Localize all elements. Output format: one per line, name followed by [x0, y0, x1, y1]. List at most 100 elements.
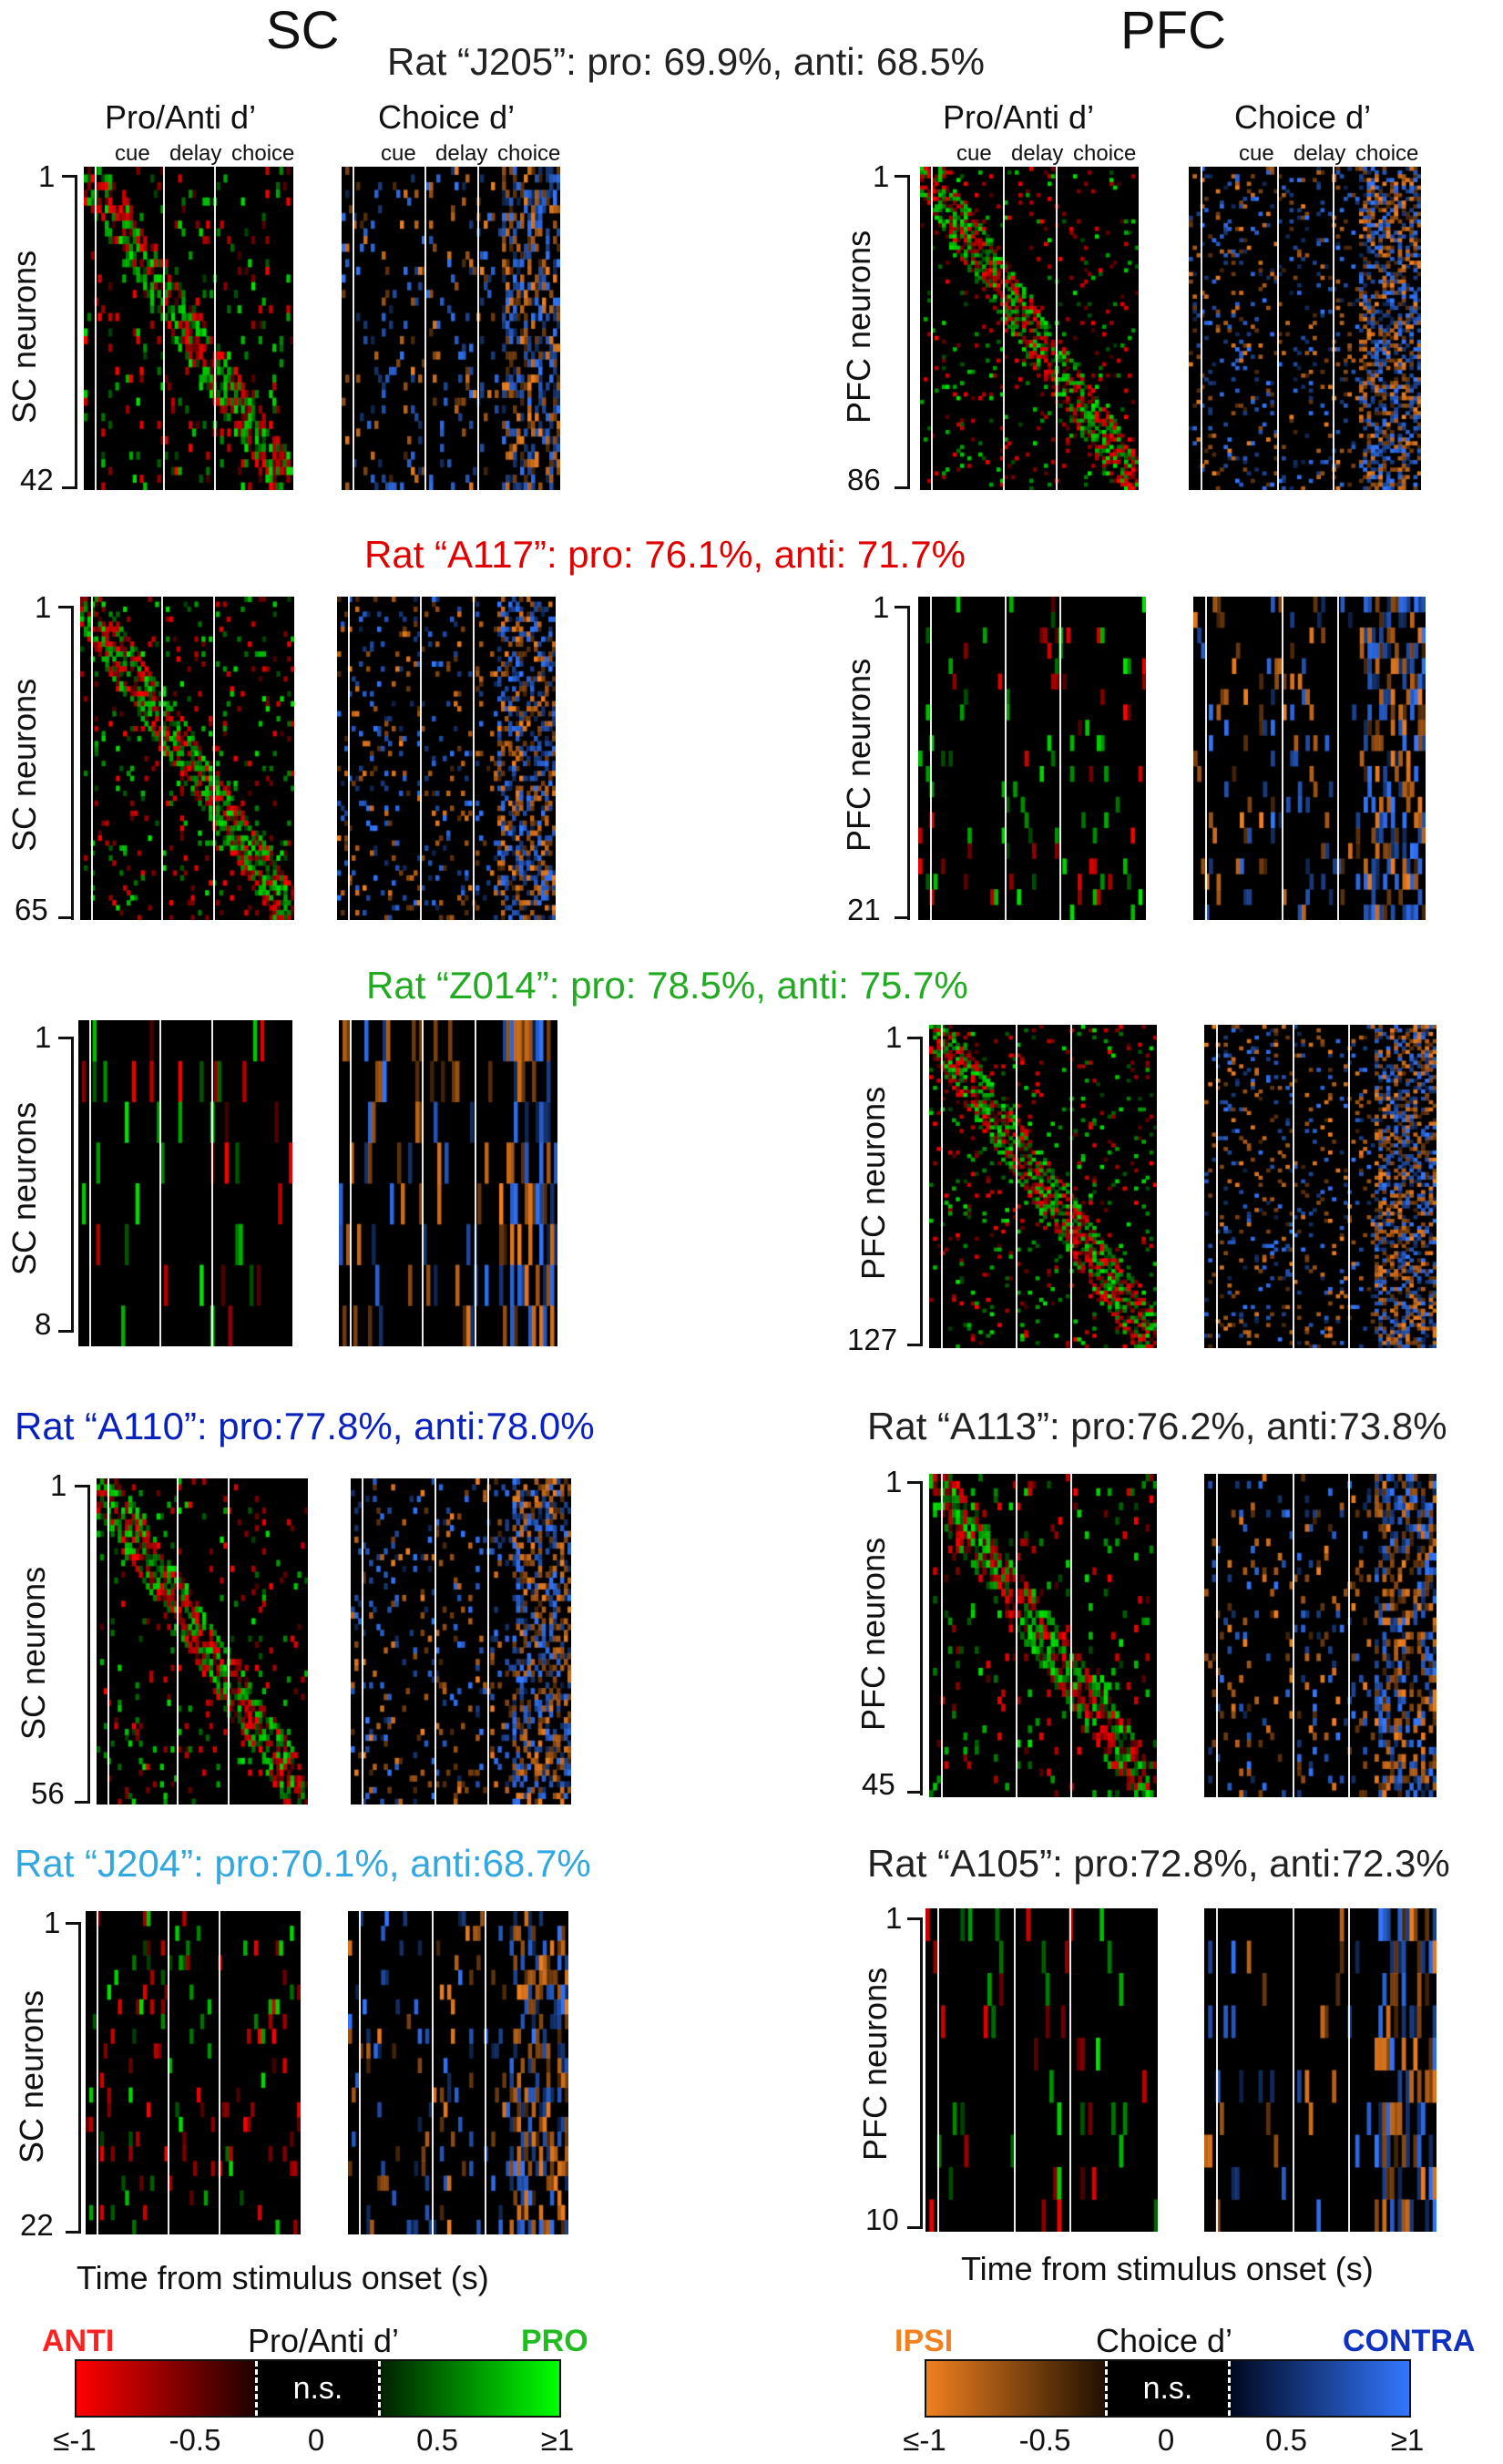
epoch-cue-2: cue [381, 141, 416, 166]
header-proanti-sc: Pro/Anti d’ [105, 98, 257, 136]
heatmap-choice-pfc-A117 [1193, 597, 1426, 920]
ytick-start-sc-A117: 1 [35, 590, 52, 624]
xlabel-pfc: Time from stimulus onset (s) [961, 2250, 1374, 2287]
ytick-start-pfc-Z014: 1 [885, 1020, 903, 1054]
epoch-divider-line [931, 167, 933, 490]
epoch-divider-line [161, 597, 164, 920]
yaxis-sc-A117 [71, 606, 74, 920]
epoch-delay-2: delay [435, 141, 488, 166]
epoch-divider-line [420, 597, 423, 920]
ytick-end-sc-A110: 56 [31, 1776, 65, 1810]
ytick-start-sc-Z014: 1 [35, 1020, 52, 1054]
ytick-mark [907, 1791, 922, 1794]
colorbar-choice: n.s. [925, 2359, 1411, 2418]
epoch-divider-line [422, 1020, 424, 1346]
epoch-divider-line [212, 597, 215, 920]
yaxis-sc-J204 [78, 1922, 81, 2234]
epoch-divider-line [1215, 1474, 1218, 1797]
header-proanti-pfc: Pro/Anti d’ [943, 98, 1095, 136]
ytick-end-pfc-Z014: 127 [847, 1323, 898, 1356]
rat-title-J205: Rat “J205”: pro: 69.9%, anti: 68.5% [387, 40, 986, 83]
epoch-divider-line [1200, 167, 1202, 490]
yaxis-pfc-A105 [920, 1917, 923, 2229]
ytick-mark [895, 606, 909, 608]
heatmap-choice-sc-A110 [351, 1478, 571, 1805]
heatmap-choice-pfc-A113 [1204, 1474, 1437, 1797]
epoch-divider-line [210, 1020, 213, 1346]
yaxis-sc-A110 [87, 1485, 90, 1804]
heatmap-choice-sc-Z014 [339, 1020, 557, 1346]
epoch-divider-line [1292, 1025, 1294, 1348]
heatmap-proanti-pfc-Z014 [929, 1025, 1157, 1348]
epoch-divider-line [1070, 1474, 1072, 1797]
epoch-divider-line [1276, 167, 1279, 490]
heatmap-proanti-pfc-A117 [918, 597, 1146, 920]
epoch-divider-line [1348, 1908, 1351, 2232]
ytick-mark [895, 175, 909, 178]
ytick-end-sc-J204: 22 [20, 2208, 54, 2242]
epoch-divider-line [167, 1911, 169, 2234]
colorbar-choice-left-label: IPSI [895, 2324, 954, 2358]
epoch-divider-line [424, 167, 427, 490]
colorbar-choice-tick: -0.5 [1018, 2423, 1071, 2457]
epoch-divider-line [88, 1020, 91, 1346]
ytick-mark [907, 2226, 922, 2229]
colorbar-proanti-tick: -0.5 [169, 2423, 221, 2457]
epoch-divider-line [359, 1911, 362, 2234]
epoch-divider-line [1013, 1908, 1016, 2232]
colorbar-proanti-right-label: PRO [521, 2324, 588, 2358]
yaxis-pfc-A113 [920, 1481, 923, 1795]
colorbar-proanti-left-label: ANTI [42, 2324, 115, 2358]
epoch-divider-line [353, 167, 354, 490]
epoch-divider-line [487, 1478, 490, 1805]
epoch-divider-line [434, 1478, 436, 1805]
yaxis-pfc-J205 [907, 175, 910, 489]
epoch-delay-3: delay [1011, 141, 1064, 166]
epoch-divider-line [474, 1020, 476, 1346]
epoch-divider-line [1003, 167, 1006, 490]
ylabel-pfc-Z014: PFC neurons [854, 1086, 892, 1280]
ytick-start-pfc-A113: 1 [885, 1465, 903, 1498]
heatmap-choice-pfc-Z014 [1204, 1025, 1437, 1348]
rat-title-A105: Rat “A105”: pro:72.8%, anti:72.3% [867, 1842, 1450, 1885]
colorbar-proanti-ns: n.s. [255, 2361, 381, 2416]
heatmap-choice-pfc-A105 [1204, 1908, 1437, 2232]
colorbar-proanti-tick: ≥1 [540, 2423, 575, 2457]
xlabel-sc: Time from stimulus onset (s) [77, 2259, 489, 2296]
heatmap-proanti-sc-J205 [84, 167, 293, 490]
epoch-choice-2: choice [497, 141, 561, 166]
ytick-end-sc-J205: 42 [20, 463, 54, 496]
epoch-divider-line [1215, 1025, 1218, 1348]
colorbar-choice-tick: ≥1 [1390, 2423, 1425, 2457]
ytick-mark [907, 1917, 922, 1920]
epoch-cue-4: cue [1239, 141, 1274, 166]
epoch-divider-line [1069, 1908, 1072, 2232]
heatmap-choice-pfc-J205 [1189, 167, 1421, 490]
heatmap-proanti-sc-Z014 [78, 1020, 292, 1346]
heatmap-choice-sc-J205 [342, 167, 560, 490]
ylabel-sc-A110: SC neurons [15, 1566, 52, 1740]
yaxis-sc-J205 [75, 175, 77, 489]
epoch-divider-line [1070, 1025, 1072, 1348]
epoch-divider-line [362, 1478, 364, 1805]
ytick-start-pfc-J205: 1 [873, 159, 890, 193]
epoch-divider-line [159, 1020, 162, 1346]
sc-title: SC [266, 1, 340, 60]
rat-title-A110: Rat “A110”: pro:77.8%, anti:78.0% [15, 1405, 595, 1447]
ylabel-pfc-A117: PFC neurons [840, 658, 877, 852]
ytick-start-pfc-A105: 1 [885, 1901, 903, 1935]
ytick-end-pfc-A105: 10 [865, 2203, 899, 2236]
epoch-divider-line [1281, 597, 1283, 920]
colorbar-choice-right-label: CONTRA [1343, 2324, 1476, 2358]
epoch-cue-1: cue [115, 141, 150, 166]
colorbar-proanti-tick: 0.5 [416, 2423, 458, 2457]
epoch-divider-line [227, 1478, 230, 1805]
epoch-choice-1: choice [231, 141, 295, 166]
ytick-mark [907, 1037, 922, 1039]
pfc-title: PFC [1120, 1, 1226, 60]
epoch-divider-line [107, 1478, 109, 1805]
epoch-choice-3: choice [1073, 141, 1137, 166]
ytick-end-pfc-A117: 21 [847, 893, 881, 926]
epoch-divider-line [1292, 1908, 1294, 2232]
ytick-mark [62, 486, 77, 489]
